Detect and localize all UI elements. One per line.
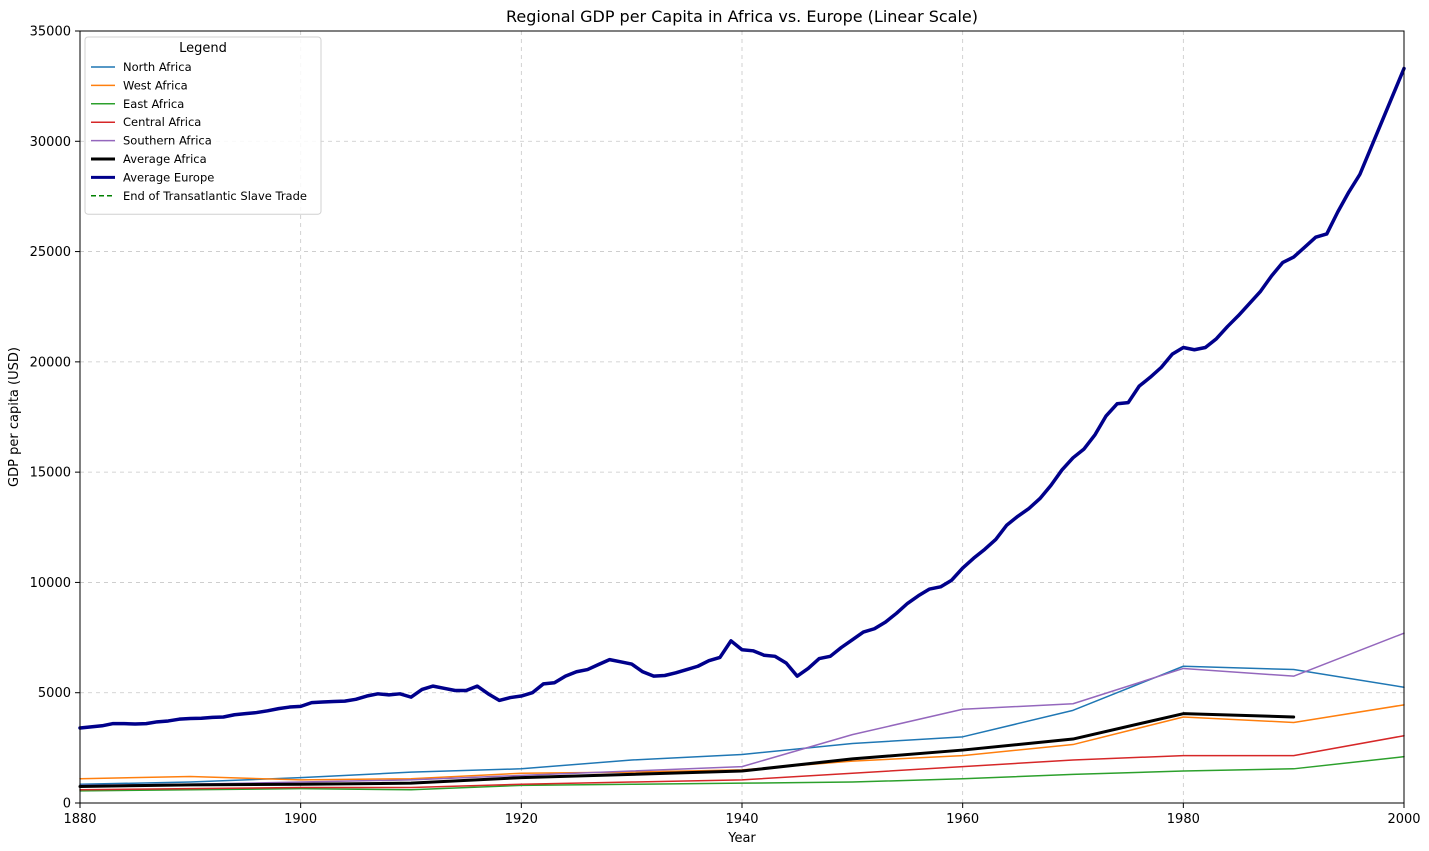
series-line-north-africa	[79, 665, 1405, 785]
x-tick-label: 1880	[63, 812, 96, 827]
x-tick-label: 2000	[1387, 812, 1420, 827]
legend-box	[84, 36, 322, 215]
x-tick-label: 1980	[1167, 812, 1200, 827]
series-layer	[78, 66, 1406, 792]
legend-label: Average Africa	[123, 152, 207, 166]
legend-item: North Africa	[91, 60, 192, 74]
tick-layer: 1880 1900 1920 1940 1960 1980 2000050001000015…	[30, 25, 1421, 828]
y-tick-label: 0	[63, 797, 71, 812]
legend: Legend North Africa West Africa East Afric…	[84, 36, 322, 215]
y-axis-label: GDP per capita (USD)	[7, 347, 22, 487]
legend-label: North Africa	[123, 60, 192, 74]
legend-label: East Africa	[123, 97, 184, 111]
series-line-southern-africa	[79, 632, 1405, 787]
legend-item: East Africa	[91, 97, 184, 111]
legend-items: North Africa West Africa East Africa Centra…	[91, 60, 307, 203]
series-line-central-africa	[79, 734, 1405, 791]
legend-item: Southern Africa	[91, 134, 212, 148]
x-tick-label: 1940	[725, 812, 758, 827]
x-tick-label: 1920	[505, 812, 538, 827]
y-tick-label: 20000	[30, 355, 71, 370]
y-tick-label: 35000	[30, 25, 71, 40]
legend-item: Central Africa	[91, 115, 201, 129]
legend-label: End of Transatlantic Slave Trade	[123, 189, 307, 203]
y-tick-label: 30000	[30, 135, 71, 150]
y-tick-label: 10000	[30, 576, 71, 591]
legend-title: Legend	[179, 41, 227, 56]
legend-item: Average Africa	[91, 152, 207, 166]
y-tick-label: 15000	[30, 466, 71, 481]
legend-label: Central Africa	[123, 115, 201, 129]
series-line-average-europe	[78, 66, 1406, 730]
legend-item: End of Transatlantic Slave Trade	[91, 189, 307, 203]
x-axis-label: Year	[727, 831, 756, 846]
series-line-average-africa	[78, 712, 1296, 788]
x-tick-label: 1900	[284, 812, 317, 827]
legend-item: West Africa	[91, 78, 188, 92]
legend-label: West Africa	[123, 78, 188, 92]
series-line-east-africa	[79, 755, 1405, 792]
y-tick-label: 5000	[38, 686, 71, 701]
y-tick-label: 25000	[30, 245, 71, 260]
legend-label: Average Europe	[123, 170, 214, 184]
x-tick-label: 1960	[946, 812, 979, 827]
chart-title: Regional GDP per Capita in Africa vs. Eu…	[506, 7, 978, 26]
legend-label: Southern Africa	[123, 134, 212, 148]
legend-item: Average Europe	[91, 170, 214, 184]
